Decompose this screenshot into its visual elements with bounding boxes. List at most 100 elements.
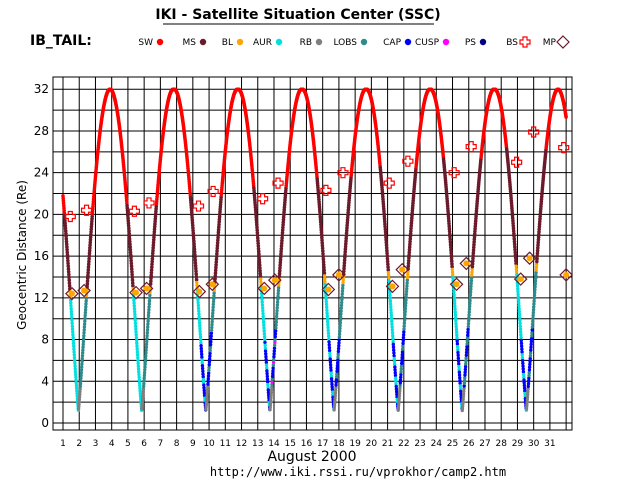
orbit-point-cap	[393, 373, 398, 378]
orbit-point-ms	[279, 249, 283, 254]
orbit-point-rb	[141, 392, 145, 397]
orbit-point-ms	[406, 264, 411, 268]
orbit-point-ms	[409, 223, 414, 228]
orbit-point-ms	[409, 226, 413, 231]
orbit-point-cap	[335, 369, 339, 373]
orbit-point-aur	[70, 318, 74, 322]
orbit-point-cap	[200, 355, 204, 359]
orbit-point-cap	[459, 389, 463, 393]
orbit-point-lobs	[270, 377, 275, 381]
orbit-point-aur	[452, 293, 456, 297]
orbit-point-rb	[77, 395, 82, 399]
orbit-point-lobs	[145, 339, 149, 344]
orbit-point-cap	[266, 388, 270, 392]
orbit-point-aur	[520, 355, 525, 360]
orbit-point-aur	[520, 353, 524, 357]
orbit-point-ms	[318, 220, 323, 224]
orbit-point-lobs	[79, 376, 83, 380]
orbit-point-ms	[255, 225, 259, 230]
orbit-point-aur	[326, 331, 331, 335]
orbit-point-cap	[400, 358, 404, 363]
orbit-point-lobs	[532, 299, 536, 303]
orbit-point-ms	[320, 241, 325, 245]
y-axis-label: Geocentric Distance (Re)	[15, 180, 29, 330]
orbit-point-lobs	[468, 298, 472, 303]
orbit-point-aur	[197, 315, 201, 319]
orbit-point-cap	[272, 346, 277, 350]
orbit-point-lobs	[82, 333, 86, 338]
orbit-point-aur	[70, 327, 75, 331]
orbit-point-cusp	[271, 360, 276, 365]
orbit-point-cap	[335, 364, 340, 368]
orbit-point-aur	[133, 324, 138, 328]
orbit-point-cap	[456, 356, 461, 360]
orbit-point-aur	[196, 303, 201, 308]
orbit-point-lobs	[147, 308, 151, 312]
orbit-point-cap	[394, 384, 398, 389]
orbit-point-lobs	[84, 305, 88, 309]
orbit-point-aur	[517, 309, 522, 314]
orbit-point-ms	[385, 248, 389, 253]
orbit-point-lobs	[146, 325, 150, 329]
orbit-point-ms	[320, 235, 324, 240]
orbit-point-bl	[387, 276, 391, 280]
magnetopause-marker	[559, 268, 573, 282]
orbit-point-aur	[389, 313, 394, 318]
orbit-point-ms	[473, 227, 477, 231]
orbit-point-aur	[260, 300, 264, 304]
boundary-layer-dot	[133, 289, 140, 296]
orbit-point-aur	[132, 298, 136, 302]
orbit-point-rb	[268, 401, 273, 405]
orbit-point-aur	[389, 310, 393, 315]
orbit-point-lobs	[79, 368, 84, 372]
orbit-point-ms	[63, 218, 67, 223]
orbit-point-rb	[397, 401, 401, 406]
orbit-point-cap	[200, 366, 205, 371]
orbit-point-rb	[525, 400, 529, 404]
orbit-point-aur	[73, 367, 77, 371]
orbit-point-aur	[387, 279, 391, 283]
orbit-point-cap	[202, 391, 207, 395]
orbit-point-aur	[72, 358, 77, 363]
orbit-point-aur	[451, 276, 455, 280]
orbit-point-ms	[65, 245, 69, 249]
magnetopause-marker	[77, 283, 91, 298]
orbit-point-aur	[135, 341, 139, 346]
orbit-point-lobs	[340, 297, 344, 302]
orbit-point-cap	[199, 344, 203, 348]
orbit-point-ms	[216, 235, 220, 240]
orbit-point-aur	[264, 363, 269, 367]
orbit-point-cap	[529, 336, 534, 341]
orbit-point-lobs	[82, 325, 87, 329]
orbit-point-lobs	[531, 313, 535, 318]
orbit-point-ms	[384, 240, 389, 245]
orbit-point-lobs	[403, 307, 408, 311]
orbit-point-rb	[333, 398, 337, 403]
orbit-point-aur	[136, 358, 140, 363]
orbit-point-ms	[448, 237, 452, 242]
x-tick-label: 4	[109, 439, 115, 449]
orbit-point-ms	[279, 244, 284, 248]
orbit-point-aur	[198, 332, 203, 336]
orbit-point-ms	[280, 228, 285, 232]
orbit-point-lobs	[462, 381, 467, 385]
orbit-point-ms	[473, 224, 478, 229]
orbit-point-aur	[71, 335, 75, 340]
orbit-point-cap	[463, 367, 468, 372]
boundary-layer-dot	[81, 287, 88, 294]
orbit-point-aur	[72, 347, 76, 351]
x-tick-label: 24	[431, 439, 443, 449]
orbit-point-lobs	[466, 324, 470, 329]
orbit-point-ms	[192, 239, 196, 243]
orbit-point-ms	[279, 246, 284, 251]
orbit-point-cap	[273, 329, 278, 333]
orbit-point-lobs	[402, 324, 406, 328]
orbit-point-aur	[72, 344, 76, 348]
orbit-point-aur	[517, 312, 522, 317]
orbit-point-aur	[69, 309, 74, 314]
orbit-point-aur	[392, 362, 397, 366]
orbit-point-aur	[454, 330, 459, 335]
orbit-point-lobs	[405, 278, 410, 282]
orbit-point-aur	[394, 381, 398, 386]
orbit-point-lobs	[83, 319, 87, 323]
